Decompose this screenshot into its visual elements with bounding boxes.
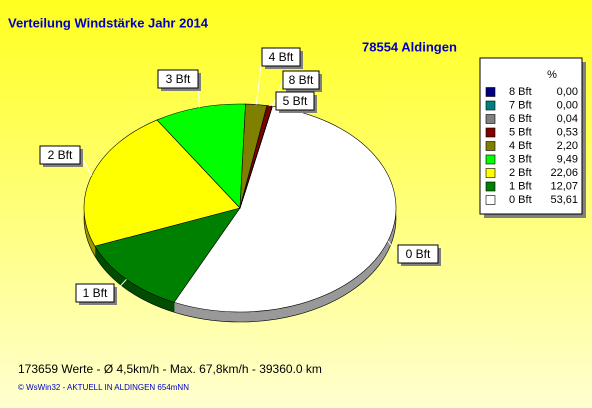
callout-box bbox=[75, 283, 115, 303]
legend-value: 9,49 bbox=[557, 153, 578, 165]
callout-box bbox=[157, 69, 199, 89]
legend-value: 0,00 bbox=[557, 86, 578, 98]
legend-header: % bbox=[547, 69, 557, 81]
callout-box bbox=[397, 244, 439, 264]
callout-label: 3 Bft bbox=[166, 72, 191, 86]
callouts: 8 Bft 5 Bft 4 Bft 3 Bft 2 Bft 1 Bft 0 Bft bbox=[39, 47, 441, 305]
slice bbox=[156, 103, 246, 209]
legend-value: 22,06 bbox=[550, 167, 578, 179]
legend-label: 0 Bft bbox=[509, 194, 532, 206]
legend-value: 0,53 bbox=[557, 126, 578, 138]
pie bbox=[83, 103, 397, 323]
callout-box bbox=[39, 145, 81, 165]
legend-label: 2 Bft bbox=[509, 167, 532, 179]
slice bbox=[173, 105, 397, 313]
callout-label: 0 Bft bbox=[406, 247, 431, 261]
legend-swatch bbox=[485, 87, 496, 97]
legend-swatch bbox=[485, 154, 496, 165]
callout-line bbox=[269, 100, 277, 107]
slice bbox=[83, 119, 241, 247]
legend-swatch bbox=[485, 127, 496, 138]
callout-line bbox=[387, 240, 399, 255]
slice bbox=[239, 106, 273, 209]
credit: © WsWin32 - AKTUELL IN ALDINGEN 654mNN bbox=[18, 383, 189, 392]
legend-swatch bbox=[485, 100, 496, 111]
callout-label: 4 Bft bbox=[269, 50, 294, 64]
chart-title: Verteilung Windstärke Jahr 2014 bbox=[8, 15, 209, 30]
legend-swatch bbox=[485, 181, 496, 192]
callout-label: 8 Bft bbox=[289, 73, 314, 87]
legend-swatch bbox=[485, 141, 496, 151]
callout-box bbox=[275, 91, 315, 111]
chart-subtitle: 78554 Aldingen bbox=[362, 39, 457, 54]
legend-value: 0,04 bbox=[557, 113, 578, 125]
legend-items: 8 Bft 0,00 7 Bft 0,00 6 Bft 0,04 5 Bft 0,53 4 Bf… bbox=[485, 86, 578, 206]
callout-label: 1 Bft bbox=[83, 286, 108, 300]
legend-label: 3 Bft bbox=[509, 153, 532, 165]
legend-label: 6 Bft bbox=[509, 113, 532, 125]
legend-swatch bbox=[485, 114, 496, 124]
legend-label: 7 Bft bbox=[509, 99, 532, 111]
callout-label: 2 Bft bbox=[48, 148, 73, 162]
callout-line bbox=[255, 56, 263, 105]
legend-value: 12,07 bbox=[550, 180, 578, 192]
legend-value: 2,20 bbox=[557, 140, 578, 152]
legend bbox=[479, 57, 583, 215]
legend-swatch bbox=[485, 195, 496, 205]
legend-value: 53,61 bbox=[550, 194, 578, 206]
callout-label: 5 Bft bbox=[283, 94, 308, 108]
footer: 173659 Werte - Ø 4,5km/h - Max. 67,8km/h… bbox=[18, 362, 322, 376]
legend-label: 4 Bft bbox=[509, 140, 532, 152]
legend-label: 5 Bft bbox=[509, 126, 532, 138]
legend-value: 0,00 bbox=[557, 99, 578, 111]
legend-swatch bbox=[485, 168, 496, 178]
callout-box bbox=[261, 47, 301, 67]
callout-box bbox=[282, 70, 320, 90]
legend-label: 1 Bft bbox=[509, 180, 532, 192]
legend-label: 8 Bft bbox=[509, 86, 532, 98]
